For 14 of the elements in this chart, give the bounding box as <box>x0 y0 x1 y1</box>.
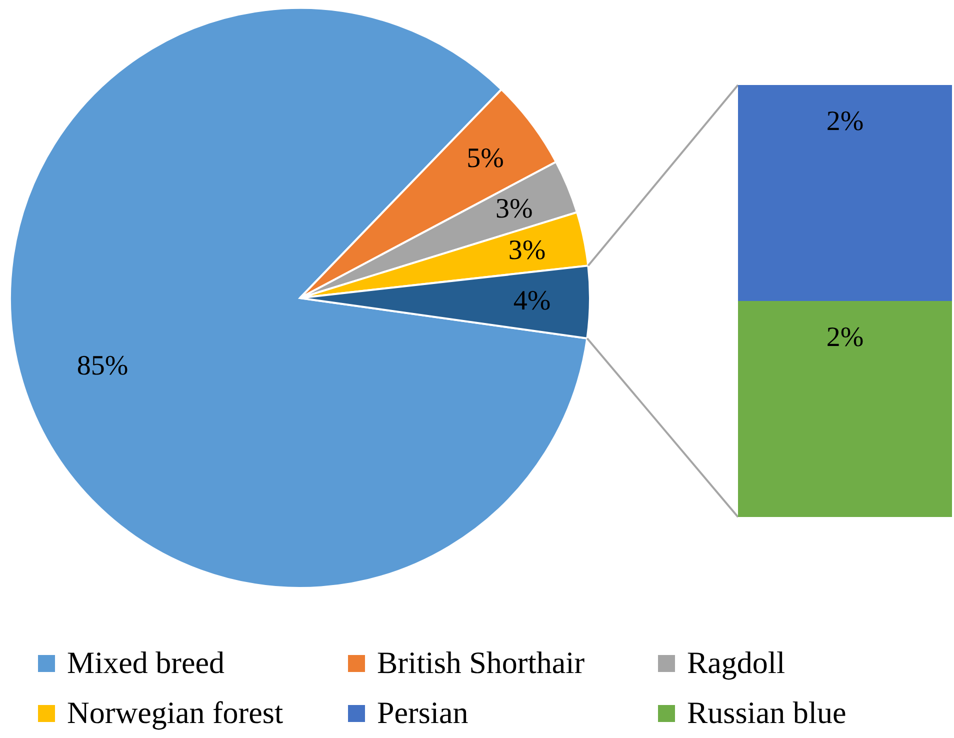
data-label: 85% <box>76 350 128 382</box>
data-label: 3% <box>508 235 546 266</box>
legend-label: Mixed breed <box>67 645 225 681</box>
legend-label: British Shorthair <box>377 645 585 681</box>
legend-label: Norwegian forest <box>67 695 284 731</box>
legend-label: Persian <box>377 695 468 731</box>
data-label: 2% <box>826 322 864 353</box>
data-label: 4% <box>513 286 551 317</box>
pie-slice <box>9 7 588 589</box>
legend-label: Ragdoll <box>687 645 786 681</box>
legend-label: Russian blue <box>687 695 846 731</box>
data-label: 2% <box>826 106 864 137</box>
data-label: 5% <box>466 142 504 174</box>
data-label: 3% <box>496 193 533 224</box>
